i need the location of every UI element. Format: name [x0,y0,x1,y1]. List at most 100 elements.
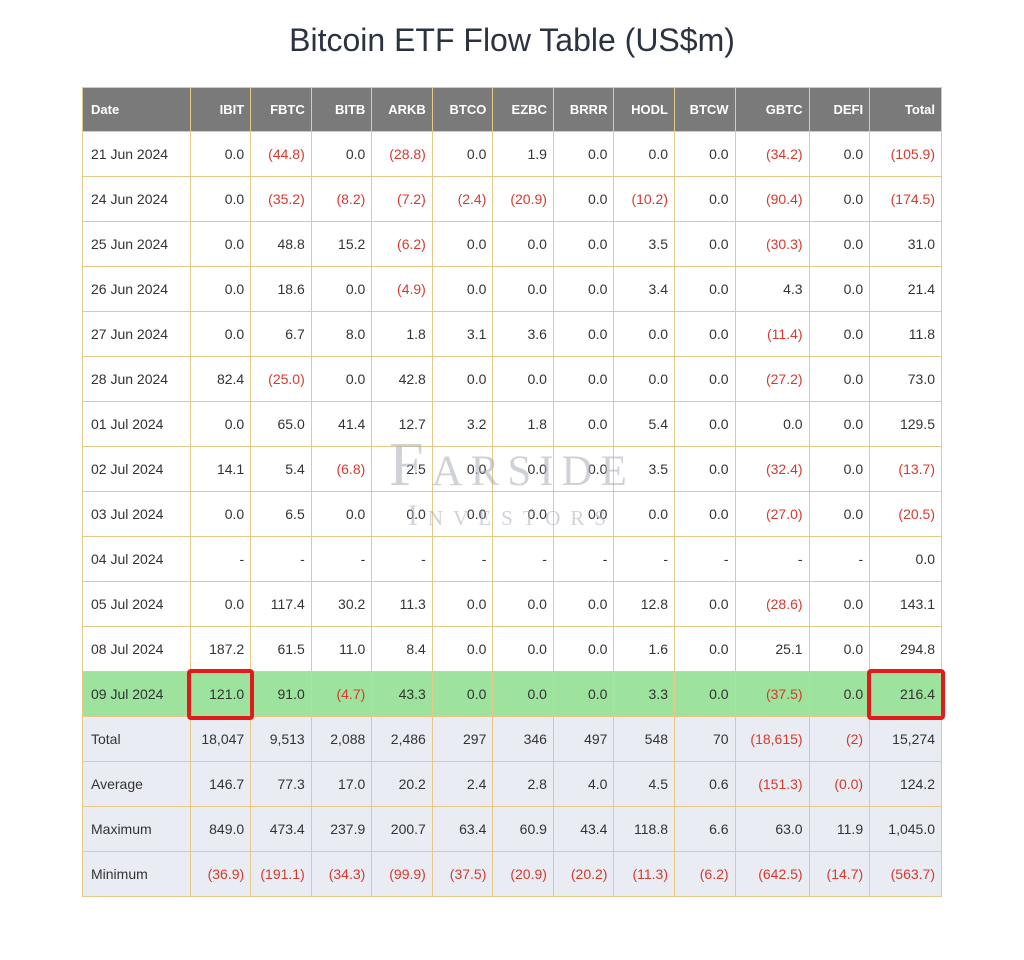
value-cell: (27.2) [735,357,809,402]
value-cell: 0.0 [190,132,251,177]
value-cell: 30.2 [311,582,372,627]
value-cell: 0.0 [432,357,493,402]
value-cell: (18,615) [735,717,809,762]
value-cell: 11.8 [870,312,942,357]
value-cell: 0.0 [553,402,614,447]
table-row: 03 Jul 20240.06.50.00.00.00.00.00.00.0(2… [83,492,942,537]
flow-table: DateIBITFBTCBITBARKBBTCOEZBCBRRRHODLBTCW… [82,87,942,897]
value-cell: 4.0 [553,762,614,807]
value-cell: 20.2 [372,762,433,807]
value-cell: 0.0 [675,357,736,402]
value-cell: 1.6 [614,627,675,672]
value-cell: 8.4 [372,627,433,672]
value-cell: 15,274 [870,717,942,762]
value-cell: (4.7) [311,672,372,717]
value-cell: 0.0 [809,177,870,222]
date-cell: 08 Jul 2024 [83,627,191,672]
value-cell: (34.2) [735,132,809,177]
value-cell: 0.0 [432,627,493,672]
table-row: 25 Jun 20240.048.815.2(6.2)0.00.00.03.50… [83,222,942,267]
date-cell: 26 Jun 2024 [83,267,191,312]
value-cell: 61.5 [251,627,312,672]
value-cell: (34.3) [311,852,372,897]
value-cell: 0.0 [190,267,251,312]
value-cell: - [432,537,493,582]
value-cell: 2.4 [432,762,493,807]
value-cell: 6.6 [675,807,736,852]
value-cell: 11.3 [372,582,433,627]
table-row: 21 Jun 20240.0(44.8)0.0(28.8)0.01.90.00.… [83,132,942,177]
value-cell: (151.3) [735,762,809,807]
value-cell: 6.5 [251,492,312,537]
value-cell: 0.0 [809,672,870,717]
value-cell: 3.2 [432,402,493,447]
value-cell: - [809,537,870,582]
value-cell: 65.0 [251,402,312,447]
value-cell: 63.4 [432,807,493,852]
value-cell: 121.0 [190,672,251,717]
table-row: 28 Jun 202482.4(25.0)0.042.80.00.00.00.0… [83,357,942,402]
table-row: 08 Jul 2024187.261.511.08.40.00.00.01.60… [83,627,942,672]
value-cell: (105.9) [870,132,942,177]
value-cell: 42.8 [372,357,433,402]
value-cell: 0.0 [809,492,870,537]
value-cell: 48.8 [251,222,312,267]
value-cell: 3.5 [614,222,675,267]
value-cell: 0.0 [614,312,675,357]
value-cell: 0.0 [809,222,870,267]
date-cell: 03 Jul 2024 [83,492,191,537]
value-cell: 0.0 [735,402,809,447]
value-cell: 0.0 [493,357,554,402]
value-cell: 2,486 [372,717,433,762]
value-cell: 31.0 [870,222,942,267]
value-cell: 0.0 [553,492,614,537]
col-header: BITB [311,88,372,132]
date-cell: 05 Jul 2024 [83,582,191,627]
value-cell: (2.4) [432,177,493,222]
value-cell: 0.0 [311,357,372,402]
table-row: Maximum849.0473.4237.9200.763.460.943.41… [83,807,942,852]
value-cell: 0.0 [493,267,554,312]
value-cell: - [735,537,809,582]
date-cell: 09 Jul 2024 [83,672,191,717]
value-cell: 63.0 [735,807,809,852]
table-row: 24 Jun 20240.0(35.2)(8.2)(7.2)(2.4)(20.9… [83,177,942,222]
value-cell: 0.0 [675,627,736,672]
value-cell: 117.4 [251,582,312,627]
value-cell: 0.0 [432,672,493,717]
value-cell: (28.8) [372,132,433,177]
value-cell: 70 [675,717,736,762]
value-cell: 0.0 [809,447,870,492]
value-cell: 43.4 [553,807,614,852]
value-cell: 0.0 [809,627,870,672]
value-cell: 1.9 [493,132,554,177]
value-cell: (90.4) [735,177,809,222]
value-cell: 41.4 [311,402,372,447]
date-cell: 24 Jun 2024 [83,177,191,222]
value-cell: 0.0 [553,357,614,402]
value-cell: 4.3 [735,267,809,312]
value-cell: 0.0 [432,267,493,312]
table-row: 05 Jul 20240.0117.430.211.30.00.00.012.8… [83,582,942,627]
value-cell: 82.4 [190,357,251,402]
col-header: DEFI [809,88,870,132]
value-cell: (20.5) [870,492,942,537]
value-cell: 0.0 [493,222,554,267]
value-cell: 77.3 [251,762,312,807]
value-cell: 0.0 [432,582,493,627]
value-cell: 0.0 [675,267,736,312]
page-title: Bitcoin ETF Flow Table (US$m) [0,22,1024,59]
date-cell: 25 Jun 2024 [83,222,191,267]
date-cell: Minimum [83,852,191,897]
value-cell: 0.0 [809,582,870,627]
value-cell: 0.0 [809,132,870,177]
value-cell: 0.0 [311,492,372,537]
col-header: ARKB [372,88,433,132]
value-cell: 0.0 [675,672,736,717]
value-cell: 346 [493,717,554,762]
value-cell: 18.6 [251,267,312,312]
value-cell: 3.4 [614,267,675,312]
value-cell: 0.0 [190,312,251,357]
value-cell: 60.9 [493,807,554,852]
value-cell: 0.0 [553,627,614,672]
